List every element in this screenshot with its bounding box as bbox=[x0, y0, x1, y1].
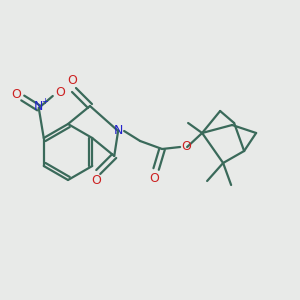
Text: O: O bbox=[55, 85, 65, 98]
Text: O: O bbox=[91, 175, 101, 188]
Text: O: O bbox=[67, 74, 77, 88]
Text: O: O bbox=[11, 88, 21, 100]
Text: O: O bbox=[149, 172, 159, 184]
Text: O: O bbox=[181, 140, 191, 152]
Text: N: N bbox=[113, 124, 123, 137]
Text: N: N bbox=[34, 100, 44, 113]
Text: +: + bbox=[41, 97, 48, 106]
